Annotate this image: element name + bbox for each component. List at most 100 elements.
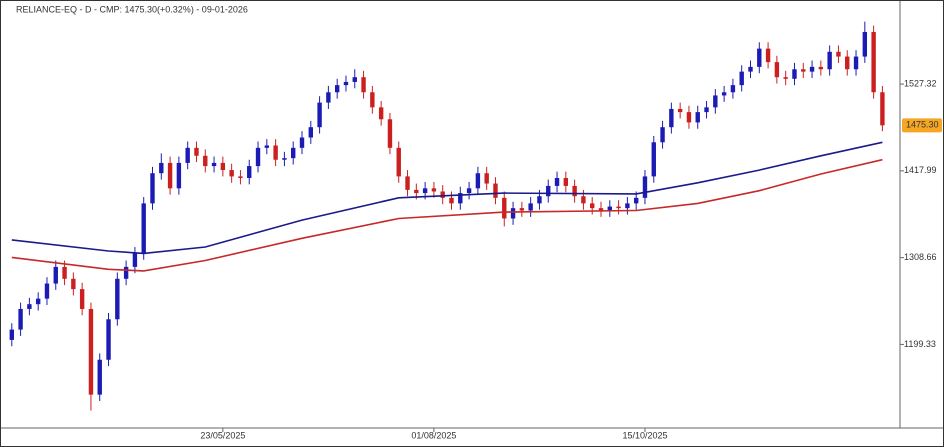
candle-body: [132, 253, 138, 267]
last-price-box: [902, 118, 942, 133]
candle-body: [484, 173, 489, 184]
candle-body: [853, 56, 859, 70]
candle-body: [642, 176, 648, 198]
candle-body: [686, 112, 692, 123]
candle-body: [176, 162, 182, 189]
candle-body: [361, 77, 366, 93]
candle-body: [97, 359, 102, 395]
candle-body: [378, 107, 384, 120]
candle-body: [308, 127, 313, 138]
last-price-label: 1475.30: [906, 120, 939, 130]
candle-body: [739, 71, 744, 86]
x-tick-label: 01/08/2025: [411, 430, 456, 440]
candle-body: [818, 66, 824, 70]
candle-body: [141, 203, 146, 254]
candle-body: [203, 155, 208, 167]
candle-body: [783, 77, 788, 79]
candle-body: [220, 162, 226, 171]
candle-body: [185, 147, 190, 163]
candle-body: [774, 62, 780, 78]
candle-body: [607, 206, 612, 211]
candle-body: [660, 127, 665, 143]
candle-body: [748, 66, 753, 72]
candle-body: [836, 51, 841, 57]
candle-body: [194, 147, 199, 156]
candle-body: [695, 112, 700, 123]
candle-body: [616, 206, 621, 209]
candle-body: [537, 196, 542, 204]
candle-body: [299, 137, 305, 148]
candle-body: [396, 147, 401, 177]
y-tick-label: 1199.33: [904, 339, 936, 349]
candle-body: [255, 147, 261, 167]
moving-average-line: [11, 141, 883, 255]
candle-body: [625, 203, 630, 209]
candle-body: [862, 31, 868, 57]
candle-body: [35, 298, 41, 305]
candle-body: [264, 145, 270, 148]
y-tick-label: 1527.32: [904, 78, 937, 88]
candle-body: [18, 308, 23, 330]
x-tick-label: 15/10/2025: [622, 430, 667, 440]
candle-body: [62, 266, 67, 279]
candle-body: [880, 92, 885, 126]
candle-body: [159, 162, 164, 174]
candle-body: [669, 108, 674, 128]
candle-body: [572, 185, 577, 197]
candle-body: [475, 173, 481, 189]
candle-body: [229, 170, 234, 177]
candle-body: [466, 188, 472, 194]
candle-body: [115, 278, 120, 320]
candle-body: [414, 189, 419, 194]
candle-body: [238, 176, 243, 178]
candle-body: [150, 173, 155, 204]
candle-body: [510, 208, 516, 219]
candle-body: [598, 208, 604, 211]
candle-body: [757, 48, 762, 67]
chart-title: RELIANCE-EQ - D - CMP: 1475.30(+0.32%) -…: [16, 4, 248, 14]
candle-body: [53, 266, 58, 284]
candle-body: [792, 69, 797, 79]
candle-body: [765, 48, 771, 63]
candle-body: [422, 188, 428, 194]
candle-body: [458, 193, 463, 204]
candle-body: [27, 304, 32, 309]
candle-body: [405, 176, 410, 190]
candle-body: [387, 119, 393, 148]
candle-body: [581, 196, 586, 204]
candle-body: [352, 77, 357, 82]
candle-body: [79, 289, 85, 309]
candle-body: [9, 329, 14, 340]
candle-body: [801, 69, 806, 72]
candle-body: [334, 85, 340, 93]
candle-body: [88, 308, 94, 395]
y-tick-label: 1308.66: [904, 252, 937, 262]
candle-body: [343, 81, 349, 86]
candle-body: [431, 188, 437, 192]
candle-body: [528, 203, 533, 211]
candle-body: [273, 145, 278, 160]
candle-body: [554, 177, 560, 186]
candle-body: [590, 203, 595, 209]
candle-body: [730, 85, 736, 93]
candle-body: [291, 147, 296, 159]
candle-body: [440, 191, 445, 198]
candle-body: [546, 185, 551, 197]
candle-body: [167, 162, 173, 189]
candle-body: [123, 266, 129, 279]
candle-body: [106, 319, 111, 360]
candle-body: [871, 31, 876, 93]
candle-body: [721, 92, 727, 96]
candle-body: [493, 183, 498, 198]
candle-body: [326, 92, 331, 103]
candle-body: [651, 142, 656, 177]
candle-body: [282, 158, 287, 160]
candle-body: [677, 108, 683, 113]
moving-average-line: [11, 158, 883, 272]
x-tick-label: 23/05/2025: [200, 430, 245, 440]
candle-body: [713, 95, 718, 108]
candle-body: [633, 197, 639, 204]
candle-body: [211, 162, 217, 167]
